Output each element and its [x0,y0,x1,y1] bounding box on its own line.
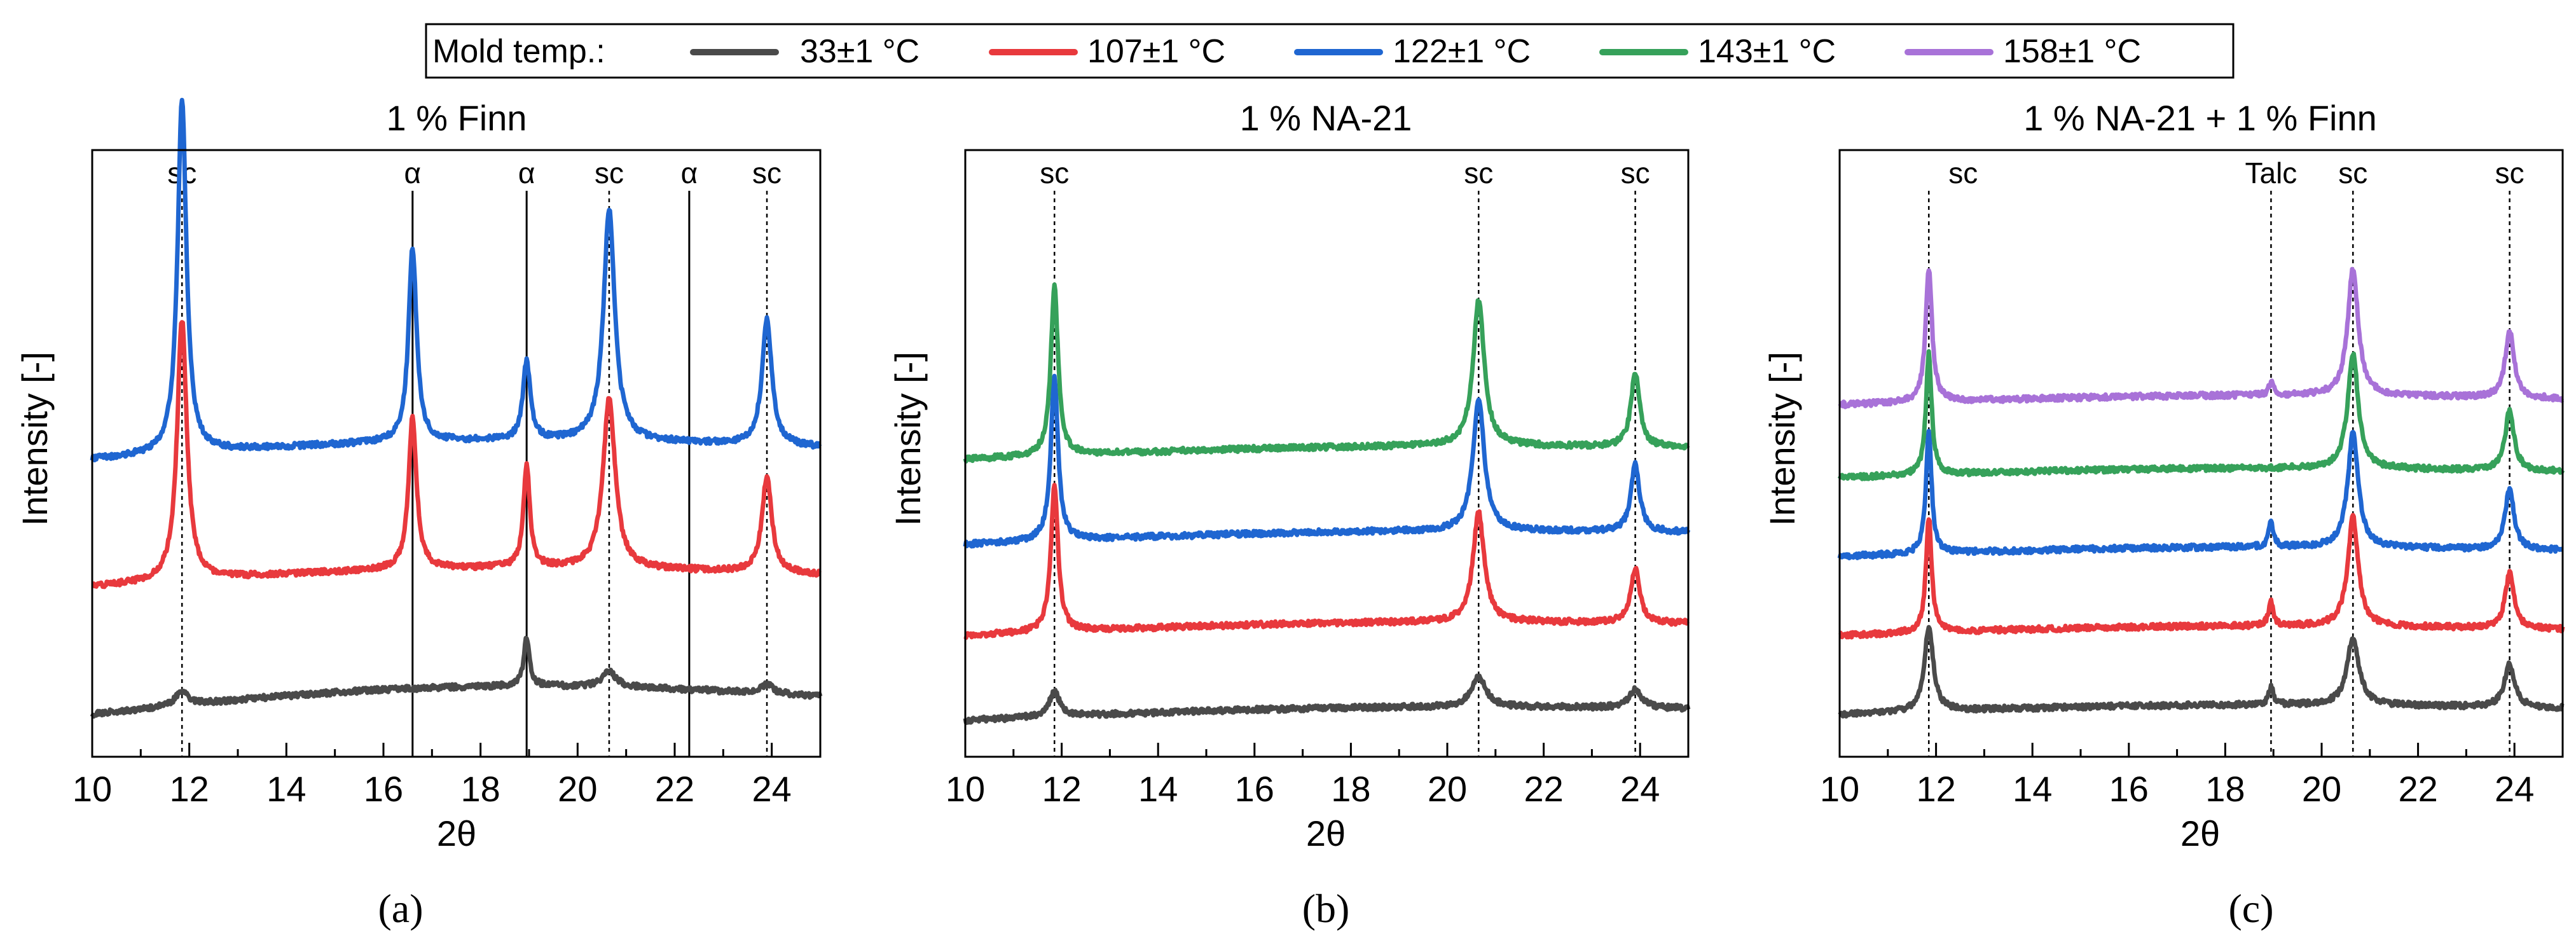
y-axis-label: Intensity [-] [1762,352,1802,526]
reference-label: α [518,156,535,190]
series-line-122 [1837,429,2565,561]
reference-label: α [404,156,422,190]
x-tick-label: 14 [2013,769,2052,809]
series-line-33 [1838,624,2565,719]
x-tick-label: 22 [1524,769,1563,809]
reference-label: sc [167,156,196,190]
x-tick-label: 20 [558,769,597,809]
x-tick-label: 16 [1235,769,1274,809]
legend-entry-107: 107±1 °C [1087,33,1225,70]
reference-label: sc [1464,156,1493,190]
legend-entry-33: 33±1 °C [800,33,920,70]
series-line-107 [90,320,822,590]
plot-frame [91,149,822,758]
series-line-143 [1837,349,2565,481]
x-axis-label: 2θ [2180,813,2220,853]
x-tick-label: 10 [1820,769,1859,809]
x-tick-label: 10 [72,769,112,809]
legend-entry-143: 143±1 °C [1698,33,1836,70]
plot-frame [1838,149,2564,758]
x-axis-label: 2θ [1306,813,1346,853]
panel-title: 1 % Finn [387,98,527,138]
panel-caption: (b) [1302,886,1350,931]
legend: Mold temp.: 33±1 °C 107±1 °C 122±1 °C 14… [425,23,2235,79]
reference-label: α [681,156,698,190]
series-line-33 [90,635,823,719]
x-tick-label: 16 [2109,769,2149,809]
reference-label: sc [1948,156,1978,190]
x-tick-label: 16 [364,769,403,809]
series-line-158 [1838,266,2565,410]
x-tick-label: 18 [2205,769,2245,809]
x-tick-label: 22 [2398,769,2437,809]
plot-frame [964,149,1690,758]
x-tick-label: 12 [1916,769,1955,809]
reference-label: sc [2338,156,2367,190]
x-tick-label: 18 [461,769,500,809]
panel-caption: (c) [2228,886,2273,931]
x-tick-label: 22 [655,769,694,809]
reference-label: sc [1621,156,1650,190]
panel-title: 1 % NA-21 + 1 % Finn [2023,98,2377,138]
reference-label: sc [2495,156,2524,190]
x-tick-label: 18 [1331,769,1370,809]
legend-label: Mold temp.: [432,33,605,70]
panel-title: 1 % NA-21 [1240,98,1412,138]
x-tick-label: 14 [266,769,306,809]
panel-a: 1 % Finn Intensity [-] 2θ (a) sc α α sc α sc 1… [15,97,823,931]
panel-b: 1 % NA-21 Intensity [-] 2θ (b) sc sc sc 10 1… [888,98,1691,931]
reference-label: sc [752,156,782,190]
series-line-107 [1838,513,2565,640]
series-line-122 [963,373,1691,549]
x-tick-label: 10 [946,769,985,809]
panel-caption: (a) [378,886,423,931]
series-line-33 [963,673,1691,726]
reference-label: Talc [2245,156,2297,190]
y-axis-label: Intensity [-] [888,352,928,526]
series-line-107 [963,483,1690,640]
x-tick-label: 20 [1428,769,1467,809]
panel-c: 1 % NA-21 + 1 % Finn Intensity [-] 2θ (c… [1762,98,2565,931]
legend-entry-158: 158±1 °C [2003,33,2141,70]
reference-label: sc [1040,156,1069,190]
y-axis-label: Intensity [-] [15,352,55,526]
x-tick-label: 24 [752,769,792,809]
series-line-143 [963,282,1690,464]
x-tick-label: 20 [2302,769,2341,809]
reference-label: sc [595,156,624,190]
legend-entry-122: 122±1 °C [1393,33,1531,70]
x-tick-label: 24 [1620,769,1660,809]
x-axis-label: 2θ [437,813,476,853]
x-tick-label: 24 [2495,769,2534,809]
x-tick-label: 12 [170,769,209,809]
x-tick-label: 12 [1042,769,1081,809]
x-tick-label: 14 [1138,769,1178,809]
series-line-122 [90,97,822,463]
